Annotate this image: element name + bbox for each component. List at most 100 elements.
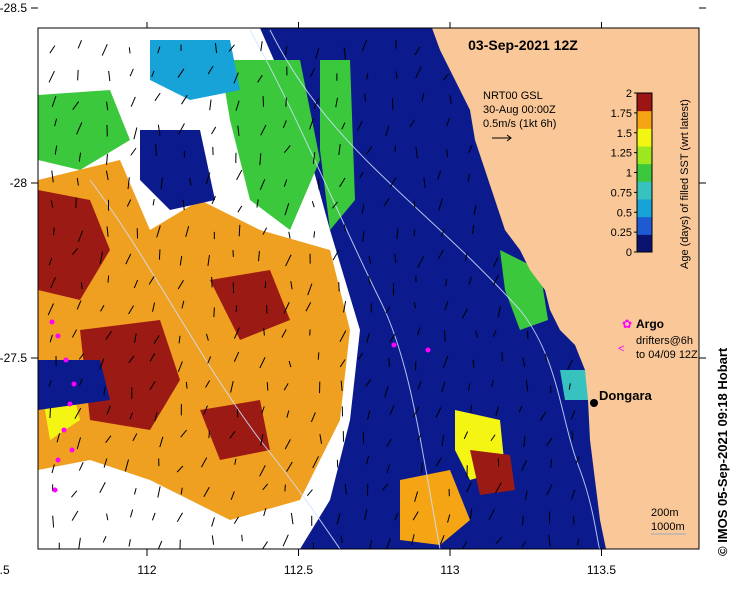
current-arrow: [311, 200, 315, 208]
current-arrow: [233, 327, 240, 339]
current-arrow: [71, 248, 79, 255]
drifter-point: [55, 457, 61, 463]
current-arrow: [386, 538, 391, 549]
colorbar-segment: [637, 93, 652, 112]
current-arrow: [237, 125, 240, 136]
current-arrow: [125, 253, 132, 265]
depth-legend-1000m: 1000m: [651, 521, 685, 533]
current-arrow: [442, 355, 449, 368]
current-arrow: [261, 541, 268, 549]
reference-arrow-head: [506, 134, 512, 142]
current-arrow: [101, 44, 108, 56]
current-arrow: [368, 276, 371, 286]
current-arrow: [495, 536, 503, 545]
current-arrow: [205, 380, 211, 388]
current-arrow: [495, 406, 499, 416]
colorbar-segment: [637, 234, 652, 253]
current-arrow: [235, 100, 240, 111]
current-arrow: [157, 124, 161, 137]
drifter-tracks: [49, 319, 431, 493]
current-arrow: [550, 459, 553, 468]
current-arrow: [435, 457, 442, 467]
current-arrow: [228, 44, 235, 52]
x-tick-label: 113.5: [587, 563, 616, 577]
current-arrow: [545, 353, 548, 363]
current-arrow: [157, 540, 163, 549]
current-arrow: [490, 434, 496, 442]
patch-green-west: [38, 90, 130, 170]
current-arrow: [285, 97, 287, 107]
current-arrow: [149, 381, 156, 391]
current-info-line2: 30-Aug 00:00Z: [483, 104, 556, 116]
current-arrow: [412, 406, 420, 418]
drifter-point: [71, 381, 77, 387]
current-arrow: [409, 119, 415, 128]
current-arrow: [153, 335, 160, 344]
current-arrow: [262, 483, 269, 491]
current-arrow: [78, 152, 82, 162]
current-arrow: [389, 177, 397, 188]
current-arrow: [238, 224, 241, 237]
drifter-point: [67, 401, 73, 407]
current-arrow: [362, 231, 365, 243]
current-arrow: [157, 46, 161, 54]
current-arrow: [386, 464, 391, 474]
current-arrow: [185, 381, 188, 389]
current-arrow: [49, 408, 51, 419]
contour-1000m: [249, 29, 441, 549]
current-arrow: [395, 71, 398, 80]
current-arrow: [364, 508, 368, 520]
current-arrow: [336, 513, 341, 525]
dongara-marker: [590, 399, 598, 407]
current-arrow: [236, 169, 243, 181]
current-arrow: [76, 177, 79, 186]
current-arrow: [178, 335, 181, 344]
current-arrow: [413, 200, 416, 209]
current-arrow: [233, 72, 239, 84]
colorbar-segment: [637, 146, 652, 165]
x-tick-label: 113: [440, 563, 459, 577]
current-arrow: [284, 203, 290, 216]
current-arrow: [211, 535, 215, 545]
current-arrow: [546, 484, 553, 496]
current-arrow: [338, 144, 341, 156]
current-arrow: [366, 333, 370, 343]
patch-darkred-4: [200, 400, 270, 460]
y-tick-label: -28.5: [0, 1, 27, 15]
current-arrow: [420, 462, 423, 473]
drifter-marker: <: [618, 343, 624, 355]
current-arrow: [124, 459, 129, 472]
current-arrow: [185, 226, 190, 238]
current-arrow: [49, 334, 53, 343]
current-arrow: [488, 508, 495, 520]
current-arrow: [570, 410, 576, 420]
contour-west: [89, 179, 341, 549]
current-arrow: [522, 357, 526, 367]
current-arrow: [310, 412, 316, 423]
current-arrow: [203, 405, 208, 415]
current-arrow: [332, 201, 338, 209]
current-arrow: [415, 146, 418, 159]
dongara-label: Dongara: [599, 388, 653, 403]
current-arrow: [78, 462, 84, 471]
current-arrow: [521, 459, 528, 471]
current-arrow: [394, 512, 399, 521]
current-arrow: [364, 93, 366, 102]
current-arrow: [414, 46, 421, 55]
drifters-line1: drifters@6h: [636, 335, 693, 347]
depth-legend-200m: 200m: [651, 507, 679, 519]
y-tick-label: -27.5: [0, 351, 27, 365]
current-arrow: [475, 330, 479, 338]
patch-coastal-red: [470, 450, 515, 495]
contour-200m: [269, 29, 601, 549]
current-arrow: [443, 329, 446, 342]
current-arrow: [285, 254, 292, 267]
current-arrow: [281, 329, 287, 338]
current-arrow: [571, 430, 574, 441]
current-arrow: [266, 382, 269, 391]
current-arrow: [288, 231, 291, 239]
current-arrow: [128, 305, 134, 315]
current-arrow: [441, 381, 446, 392]
current-arrow: [343, 224, 347, 232]
current-arrow: [106, 513, 109, 521]
